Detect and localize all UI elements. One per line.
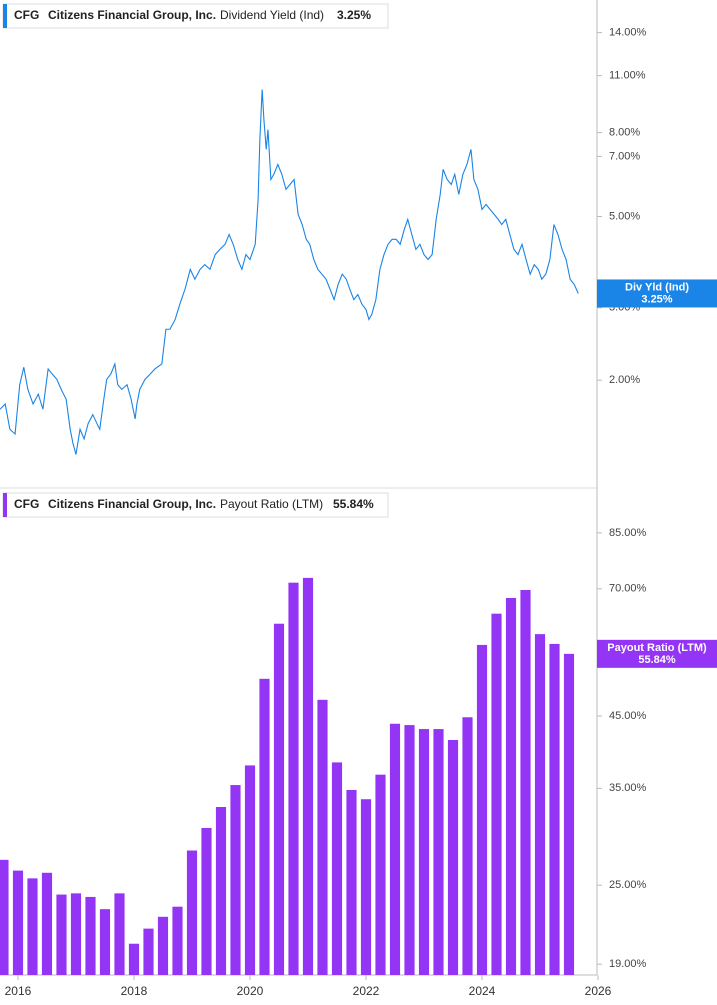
bar <box>331 762 343 975</box>
legend-box <box>2 3 389 29</box>
current-tag-name: Payout Ratio (LTM) <box>607 642 707 654</box>
x-tick-label: 2026 <box>585 984 612 998</box>
y-tick-label: 19.00% <box>609 958 647 970</box>
bar <box>375 774 386 975</box>
bar <box>302 577 314 975</box>
x-tick-label: 2016 <box>5 984 32 998</box>
bar <box>172 906 183 975</box>
bar <box>244 765 256 975</box>
bar <box>404 725 415 975</box>
legend-series: Dividend Yield (Ind) <box>220 8 324 22</box>
bar <box>143 928 154 975</box>
bar <box>433 729 444 975</box>
y-tick-label: 25.00% <box>609 879 647 891</box>
x-tick-label: 2024 <box>469 984 496 998</box>
bar <box>186 850 198 975</box>
legend-value: 3.25% <box>337 8 371 22</box>
x-tick-label: 2020 <box>237 984 264 998</box>
bar <box>259 678 270 975</box>
bar <box>317 699 328 975</box>
bar <box>549 643 560 975</box>
y-tick-label: 2.00% <box>609 374 640 386</box>
legend-ticker: CFG <box>14 8 39 22</box>
bar <box>520 590 531 975</box>
bar <box>288 582 299 975</box>
y-tick-label: 85.00% <box>609 527 647 539</box>
bar <box>505 597 517 975</box>
y-tick-label: 8.00% <box>609 126 640 138</box>
bar <box>491 613 502 975</box>
bar <box>360 799 372 975</box>
y-tick-label: 45.00% <box>609 710 647 722</box>
bar <box>27 878 38 975</box>
bar <box>85 896 96 975</box>
legend-company: Citizens Financial Group, Inc. <box>48 8 216 22</box>
bar <box>346 789 357 975</box>
legend-box <box>2 492 389 518</box>
bar <box>99 909 111 975</box>
bar <box>0 859 9 975</box>
current-tag-name: Div Yld (Ind) <box>625 281 689 293</box>
y-tick-label: 14.00% <box>609 26 647 38</box>
bar <box>12 870 24 975</box>
line-series <box>0 89 579 455</box>
bar <box>389 723 401 975</box>
bar <box>273 623 285 975</box>
bar <box>462 717 473 975</box>
y-tick-label: 70.00% <box>609 583 647 595</box>
y-tick-label: 35.00% <box>609 782 647 794</box>
x-tick-label: 2022 <box>353 984 380 998</box>
legend-ticker: CFG <box>14 497 39 511</box>
bar <box>215 807 227 975</box>
bar <box>201 827 212 975</box>
current-value-tag <box>597 279 717 308</box>
legend-value: 55.84% <box>333 497 374 511</box>
bar <box>534 634 546 975</box>
current-tag-value: 3.25% <box>641 293 672 305</box>
bar <box>418 729 430 975</box>
bar <box>563 653 575 975</box>
legend-series: Payout Ratio (LTM) <box>220 497 323 511</box>
bar <box>114 893 125 975</box>
legend-company: Citizens Financial Group, Inc. <box>48 497 216 511</box>
current-value-tag <box>597 639 717 668</box>
y-tick-label: 11.00% <box>609 70 646 82</box>
legend-swatch <box>3 493 7 517</box>
y-tick-label: 5.00% <box>609 210 640 222</box>
bar <box>41 872 53 975</box>
bar <box>157 916 169 975</box>
bar <box>56 894 67 975</box>
bar <box>447 739 459 975</box>
current-tag-value: 55.84% <box>638 654 676 666</box>
bar <box>128 943 140 975</box>
x-tick-label: 2018 <box>121 984 148 998</box>
bar <box>70 893 82 975</box>
legend-swatch <box>3 4 7 28</box>
bar <box>476 644 488 975</box>
y-tick-label: 7.00% <box>609 150 640 162</box>
bar <box>230 785 241 975</box>
